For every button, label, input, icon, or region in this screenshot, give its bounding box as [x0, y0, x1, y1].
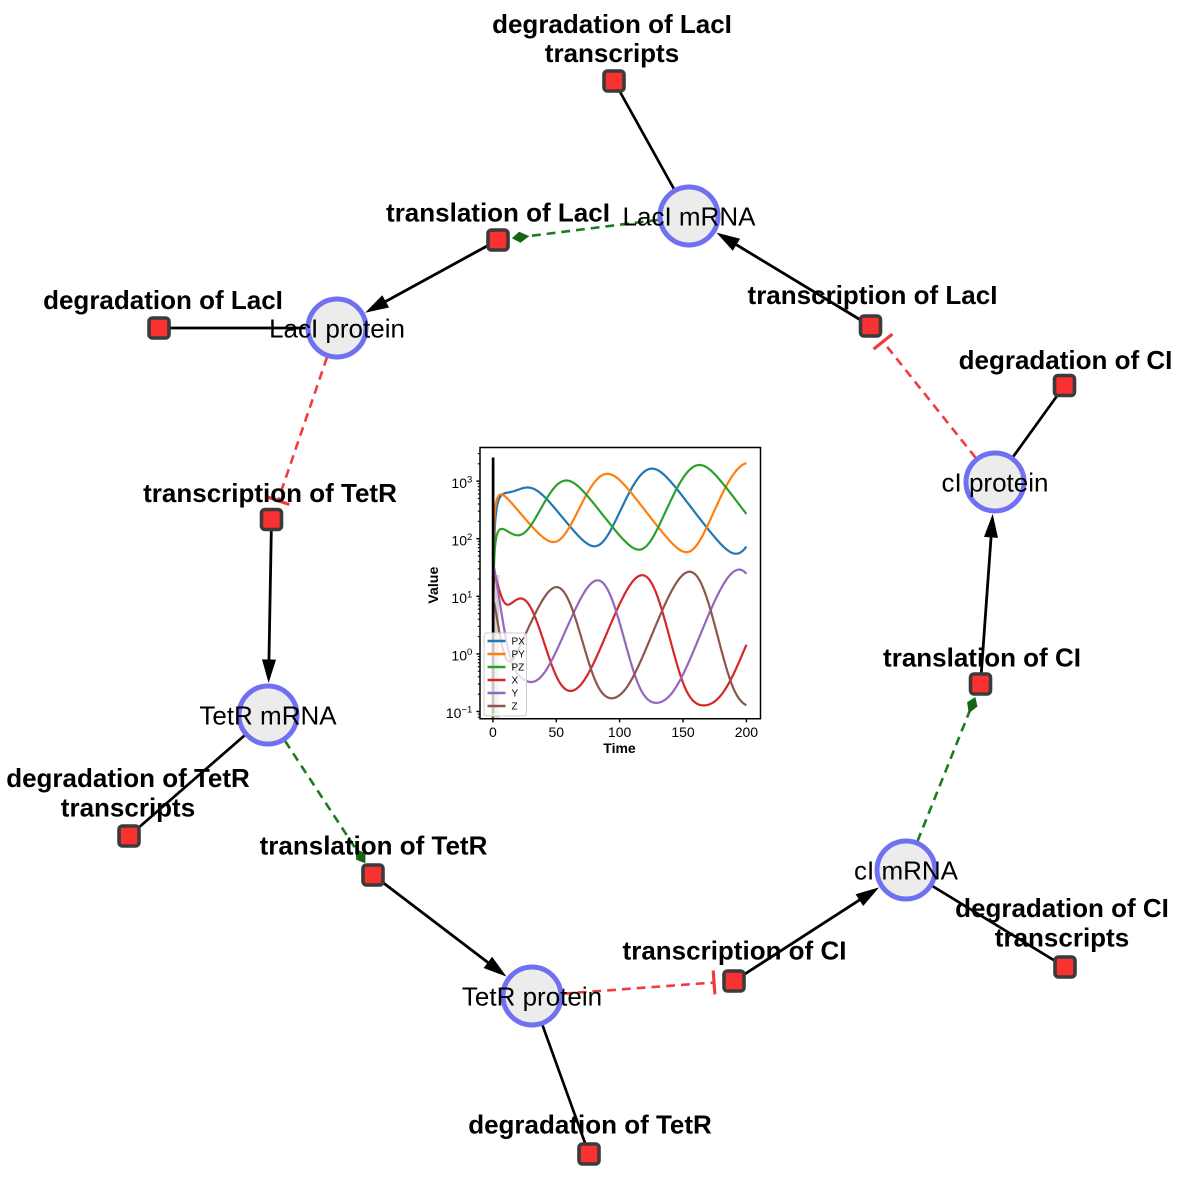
svg-text:100: 100 [608, 724, 632, 740]
svg-text:degradation of LacI: degradation of LacI [492, 9, 732, 39]
svg-text:cI protein: cI protein [942, 468, 1049, 498]
svg-text:degradation of TetR: degradation of TetR [468, 1110, 712, 1140]
svg-text:translation of LacI: translation of LacI [386, 198, 610, 228]
svg-text:50: 50 [549, 724, 565, 740]
svg-text:Time: Time [603, 740, 636, 756]
svg-text:Z: Z [512, 702, 518, 713]
svg-text:PZ: PZ [512, 663, 525, 674]
svg-text:LacI mRNA: LacI mRNA [623, 202, 757, 232]
svg-text:TetR mRNA: TetR mRNA [199, 701, 337, 731]
svg-text:degradation of CI: degradation of CI [955, 893, 1169, 923]
svg-text:cI mRNA: cI mRNA [854, 856, 959, 886]
svg-text:0: 0 [489, 724, 497, 740]
svg-text:transcription of CI: transcription of CI [623, 936, 847, 966]
svg-text:PY: PY [512, 650, 526, 661]
svg-text:transcription of TetR: transcription of TetR [143, 478, 397, 508]
svg-text:translation of TetR: translation of TetR [260, 831, 488, 861]
svg-text:X: X [512, 676, 519, 687]
svg-text:Y: Y [512, 689, 519, 700]
svg-text:transcription of LacI: transcription of LacI [748, 280, 998, 310]
svg-text:degradation of LacI: degradation of LacI [43, 285, 283, 315]
svg-text:150: 150 [671, 724, 695, 740]
svg-text:TetR protein: TetR protein [462, 982, 602, 1012]
svg-text:degradation of CI: degradation of CI [959, 345, 1173, 375]
svg-text:200: 200 [735, 724, 759, 740]
svg-text:PX: PX [512, 637, 526, 648]
svg-text:degradation of TetR: degradation of TetR [6, 763, 250, 793]
svg-text:translation of CI: translation of CI [883, 643, 1081, 673]
svg-text:transcripts: transcripts [545, 38, 679, 68]
svg-text:LacI protein: LacI protein [269, 314, 405, 344]
svg-text:Value: Value [426, 567, 442, 604]
svg-text:transcripts: transcripts [995, 923, 1129, 953]
svg-text:transcripts: transcripts [61, 793, 195, 823]
